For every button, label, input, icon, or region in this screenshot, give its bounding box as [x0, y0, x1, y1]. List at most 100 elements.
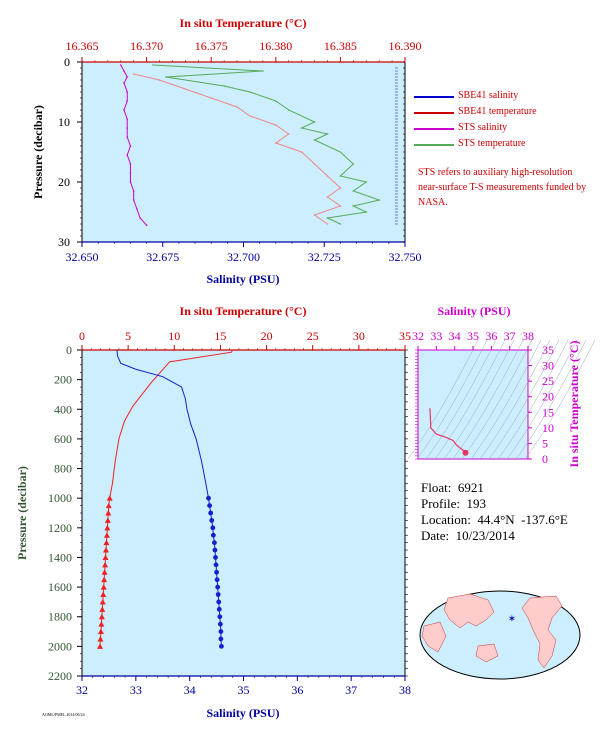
profile-number: Profile: 193	[421, 496, 486, 511]
series-point	[326, 223, 329, 225]
density-contour	[497, 339, 569, 460]
tick-label: 15	[542, 405, 554, 419]
tick-label: 34	[184, 683, 196, 697]
ts-density-contours	[407, 339, 596, 460]
tick-label: 33	[130, 683, 142, 697]
series-point	[352, 205, 355, 207]
tick-label: 400	[54, 402, 72, 416]
series-point	[326, 175, 329, 177]
series-point	[139, 217, 141, 219]
salinity-marker	[216, 599, 222, 605]
surface-plot-area	[81, 61, 406, 243]
salinity-marker	[217, 621, 223, 627]
series-point	[326, 133, 329, 135]
series-point	[132, 190, 135, 192]
legend-swatch	[414, 96, 454, 98]
series-point	[313, 163, 316, 165]
series-point	[236, 106, 238, 108]
series-point	[158, 79, 161, 81]
tick-label: 16.385	[324, 39, 357, 53]
salinity-marker	[215, 584, 221, 590]
landmass-australia	[475, 643, 499, 663]
tick-label: 16.390	[389, 39, 422, 53]
tick-label: 16.375	[195, 39, 228, 53]
series-point	[313, 214, 316, 216]
salinity-marker	[214, 569, 219, 575]
series-point	[145, 224, 148, 226]
landmass-asia-europe	[443, 593, 495, 629]
series-point	[126, 154, 129, 156]
full-profile-panel: 0 5 10 15 20 25 30 35 32 33 34 35 36 37 38 0 200 400 600…	[15, 304, 411, 720]
temperature-marker	[104, 524, 111, 531]
temperature-marker	[104, 517, 111, 523]
profile-date: Date: 10/23/2014	[421, 528, 515, 543]
salinity-marker	[210, 532, 216, 538]
series-point	[339, 223, 342, 225]
density-contour	[506, 339, 578, 460]
temperature-marker	[102, 547, 109, 553]
ts-deep-point	[462, 449, 469, 456]
temperature-marker	[106, 495, 113, 501]
tick-label: 25	[542, 374, 554, 388]
surface-y-axis: 0 10 20 30	[58, 55, 405, 249]
tick-label: 32.650	[66, 250, 99, 264]
series-point	[129, 145, 132, 147]
legend-item: STS temperature	[414, 136, 537, 152]
series-point	[129, 172, 132, 174]
tick-label: 10	[168, 329, 180, 343]
tick-label: 20	[58, 175, 70, 189]
tick-label: 2200	[48, 669, 72, 683]
temperature-marker	[101, 569, 108, 575]
temperature-marker	[97, 628, 104, 635]
series-point	[165, 76, 167, 78]
tick-label: 35	[542, 343, 554, 357]
tick-label: 2000	[48, 639, 72, 653]
float-location-marker: ✶	[508, 614, 516, 625]
density-contour	[443, 339, 515, 460]
tick-label: 30	[58, 235, 70, 249]
temperature-marker	[105, 510, 112, 516]
series-point	[275, 142, 277, 144]
legend-label: STS salinity	[458, 122, 508, 133]
series-point	[365, 211, 368, 213]
landmass-africa	[421, 621, 447, 653]
series-point	[378, 199, 380, 201]
tick-label: 25	[307, 329, 319, 343]
temperature-marker	[105, 502, 112, 509]
tick-label: 32.725	[308, 250, 341, 264]
salinity-marker	[212, 540, 217, 546]
full-y-axis-title: Pressure (decibar)	[15, 466, 29, 560]
surface-bottom-axis: 32.650 32.675 32.700 32.725 32.750	[66, 241, 422, 264]
series-point	[352, 190, 355, 192]
tick-label: 30	[542, 359, 554, 373]
temperature-marker	[99, 606, 106, 612]
tick-label: 1200	[48, 521, 72, 535]
salinity-marker	[216, 606, 222, 612]
tick-label: 0	[64, 55, 70, 69]
density-contour	[470, 339, 542, 460]
tick-label: 38	[399, 683, 411, 697]
series-point	[132, 73, 135, 75]
temperature-marker	[101, 576, 108, 583]
series-point	[249, 115, 251, 117]
series-point	[126, 136, 129, 138]
series-point	[210, 97, 212, 99]
tick-label: 1000	[48, 491, 72, 505]
density-contour	[515, 339, 587, 460]
series-point	[129, 163, 132, 165]
series-point	[123, 109, 125, 111]
tick-label: 30	[353, 329, 365, 343]
density-contour	[407, 339, 479, 460]
tick-label: 5	[542, 436, 548, 450]
density-contour	[488, 339, 560, 460]
tick-label: 10	[58, 115, 70, 129]
surface-bottom-axis-title: Salinity (PSU)	[206, 272, 279, 286]
temperature-marker	[98, 621, 105, 627]
temperature-marker	[96, 643, 103, 649]
tick-label: 1600	[48, 580, 72, 594]
temperature-marker	[99, 598, 106, 605]
temperature-marker	[100, 591, 107, 597]
series-point	[126, 76, 129, 78]
